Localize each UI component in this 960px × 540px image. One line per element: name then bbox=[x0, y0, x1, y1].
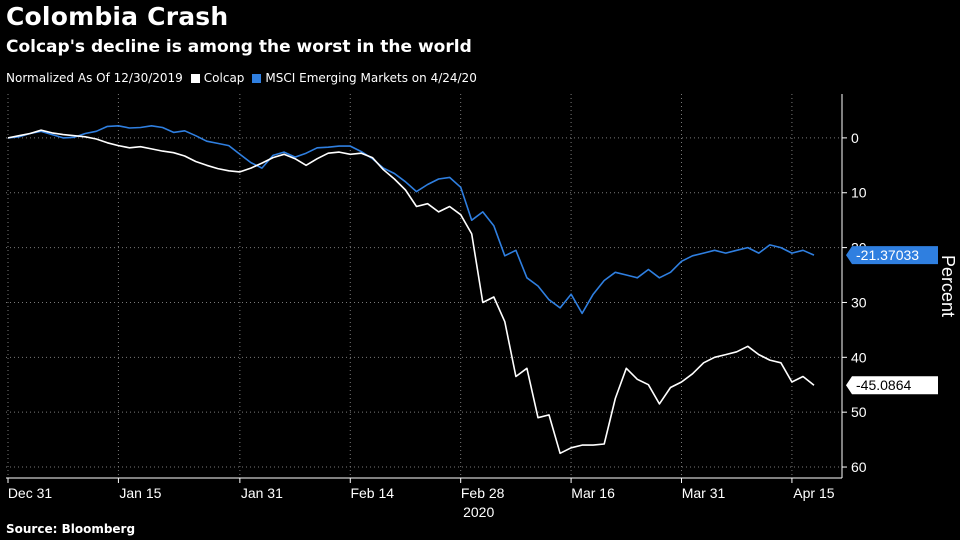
y-tick-label: 40 bbox=[851, 349, 867, 365]
colcap-last-value-badge bbox=[846, 376, 938, 395]
x-tick-label: Mar 16 bbox=[571, 485, 615, 501]
legend: Normalized As Of 12/30/2019 Colcap MSCI … bbox=[6, 71, 477, 85]
legend-swatch-msci bbox=[252, 73, 262, 83]
x-tick-label: Apr 15 bbox=[793, 485, 834, 501]
legend-label-msci: MSCI Emerging Markets on 4/24/20 bbox=[265, 71, 477, 85]
msci-last-value-label: -21.37033 bbox=[856, 247, 919, 263]
x-year-label: 2020 bbox=[463, 504, 494, 520]
y-tick-label: 60 bbox=[851, 459, 867, 475]
chart-subtitle: Colcap's decline is among the worst in t… bbox=[6, 37, 472, 57]
y-tick-label: 0 bbox=[851, 130, 859, 146]
x-tick-label: Jan 15 bbox=[119, 485, 161, 501]
x-tick-label: Mar 31 bbox=[682, 485, 726, 501]
msci-series-line bbox=[7, 125, 815, 315]
y-tick-label: 50 bbox=[851, 404, 867, 420]
colcap-series-line bbox=[7, 129, 815, 455]
chart-title: Colombia Crash bbox=[6, 2, 229, 31]
x-tick-label: Feb 28 bbox=[461, 485, 505, 501]
x-tick-label: Jan 31 bbox=[241, 485, 283, 501]
legend-prefix: Normalized As Of 12/30/2019 bbox=[6, 71, 183, 85]
source-note: Source: Bloomberg bbox=[6, 522, 136, 536]
y-tick-label: 30 bbox=[851, 294, 867, 310]
y-axis-title: Percent bbox=[938, 255, 958, 317]
y-tick-label: 10 bbox=[851, 185, 867, 201]
x-tick-label: Dec 31 bbox=[8, 485, 53, 501]
colcap-last-value-label: -45.0864 bbox=[856, 377, 911, 393]
legend-swatch-colcap bbox=[190, 73, 200, 83]
msci-last-value-badge bbox=[846, 246, 938, 265]
legend-label-colcap: Colcap bbox=[203, 71, 245, 85]
x-tick-label: Feb 14 bbox=[350, 485, 394, 501]
